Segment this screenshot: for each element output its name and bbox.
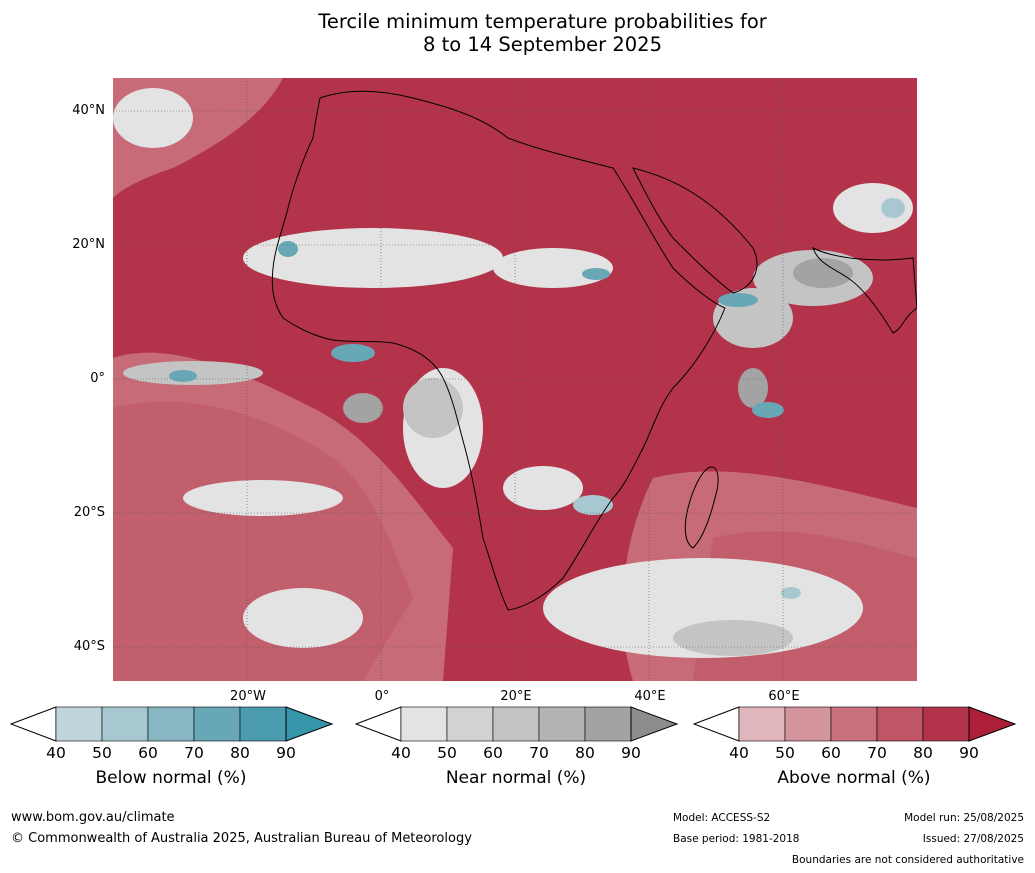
lon-label-60e: 60°E <box>768 689 800 704</box>
near-normal-lower-extension <box>355 706 402 742</box>
below-normal-tick-50: 50 <box>92 744 112 762</box>
lon-label-40e: 40°E <box>634 689 666 704</box>
below-normal-swatch-70 <box>193 706 241 742</box>
near-normal-swatch-40 <box>400 706 448 742</box>
near-normal-label: Near normal (%) <box>445 768 587 788</box>
near-normal-colorbar <box>355 706 679 742</box>
model-text: Model: ACCESS-S2 <box>673 812 771 824</box>
below-normal-tick-40: 40 <box>46 744 66 762</box>
above-normal-tick-60: 60 <box>821 744 841 762</box>
title-line-2: 8 to 14 September 2025 <box>423 33 662 56</box>
above-normal-upper-extension <box>968 706 1017 742</box>
lat-label-40n: 40°N <box>72 103 105 118</box>
lat-label-20n: 20°N <box>72 237 105 252</box>
above-normal-tick-40: 40 <box>729 744 749 762</box>
below-normal-upper-extension <box>285 706 334 742</box>
model-run-text: Model run: 25/08/2025 <box>904 812 1024 824</box>
near-normal-tick-80: 80 <box>575 744 595 762</box>
lon-label-20w: 20°W <box>230 689 266 704</box>
above-normal-tick-70: 70 <box>867 744 887 762</box>
issued-text: Issued: 27/08/2025 <box>922 833 1024 845</box>
below-normal-swatch-50 <box>101 706 149 742</box>
below-normal-tick-60: 60 <box>138 744 158 762</box>
probability-map <box>113 78 917 681</box>
map-field-svg <box>113 78 917 681</box>
near-normal-tick-60: 60 <box>483 744 503 762</box>
near-normal-tick-50: 50 <box>437 744 457 762</box>
below-normal-swatch-80 <box>239 706 287 742</box>
near-normal-tick-40: 40 <box>391 744 411 762</box>
near-normal-swatch-80 <box>584 706 632 742</box>
above-normal-lower-extension <box>693 706 740 742</box>
below-normal-tick-90: 90 <box>276 744 296 762</box>
below-normal-swatch-40 <box>55 706 103 742</box>
above-normal-swatch-70 <box>876 706 924 742</box>
lat-label-0: 0° <box>90 371 105 386</box>
above-normal-swatch-80 <box>922 706 970 742</box>
map-title: Tercile minimum temperature probabilitie… <box>0 10 1035 56</box>
above-normal-colorbar <box>693 706 1017 742</box>
near-normal-swatch-50 <box>446 706 494 742</box>
above-normal-tick-50: 50 <box>775 744 795 762</box>
above-normal-swatch-50 <box>784 706 832 742</box>
lon-label-0: 0° <box>374 689 390 704</box>
near-normal-swatch-70 <box>538 706 586 742</box>
below-normal-colorbar <box>10 706 334 742</box>
below-normal-swatch-60 <box>147 706 195 742</box>
disclaimer-text: Boundaries are not considered authoritat… <box>791 854 1024 866</box>
near-normal-swatch-60 <box>492 706 540 742</box>
website-link[interactable]: www.bom.gov.au/climate <box>11 810 175 825</box>
above-normal-tick-80: 80 <box>913 744 933 762</box>
lat-label-20s: 20°S <box>73 505 105 520</box>
copyright-text: © Commonwealth of Australia 2025, Austra… <box>11 831 472 846</box>
below-normal-lower-extension <box>10 706 57 742</box>
lon-label-20e: 20°E <box>500 689 532 704</box>
above-normal-swatch-60 <box>830 706 878 742</box>
near-normal-tick-70: 70 <box>529 744 549 762</box>
near-normal-upper-extension <box>630 706 679 742</box>
above-normal-label: Above normal (%) <box>777 768 931 788</box>
base-period-text: Base period: 1981-2018 <box>673 833 800 845</box>
below-normal-tick-80: 80 <box>230 744 250 762</box>
above-normal-swatch-40 <box>738 706 786 742</box>
near-normal-tick-90: 90 <box>621 744 641 762</box>
below-normal-label: Below normal (%) <box>95 768 247 788</box>
below-normal-tick-70: 70 <box>184 744 204 762</box>
lat-label-40s: 40°S <box>73 639 105 654</box>
title-line-1: Tercile minimum temperature probabilitie… <box>318 10 767 33</box>
above-normal-tick-90: 90 <box>959 744 979 762</box>
